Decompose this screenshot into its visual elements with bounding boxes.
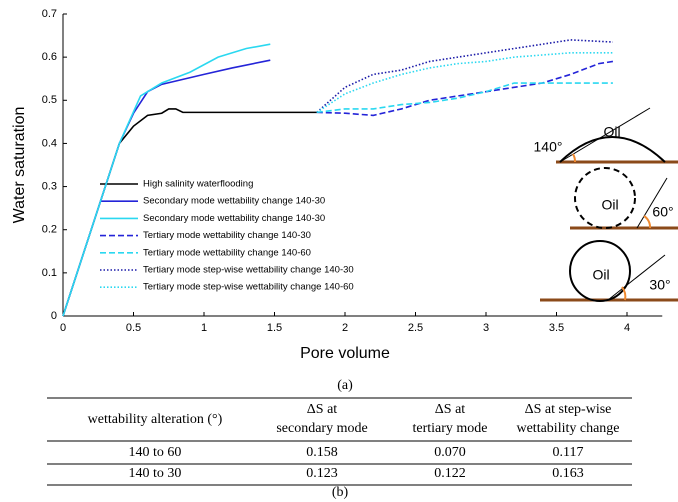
x-tick-label: 3.5 — [549, 322, 564, 334]
table-header: ΔS at — [435, 402, 466, 417]
angle-arc — [572, 153, 576, 163]
legend-label: Secondary mode wettability change 140-30 — [143, 196, 325, 207]
table-cell: 0.122 — [434, 466, 466, 481]
y-axis-label: Water saturation — [11, 107, 28, 224]
table-header: ΔS at — [307, 402, 338, 417]
annotation: 60° — [652, 204, 673, 220]
y-tick-label: 0.4 — [42, 137, 57, 149]
x-tick-label: 0.5 — [126, 322, 141, 334]
legend-label: Secondary mode wettability change 140-30 — [143, 213, 325, 224]
tangent — [559, 107, 651, 163]
annotation: 140° — [534, 139, 563, 155]
angle-arc — [621, 286, 627, 301]
annotation: Oil — [603, 124, 620, 140]
x-tick-label: 1 — [201, 322, 207, 334]
annotation: 30° — [649, 277, 670, 293]
table-cell: 0.158 — [306, 445, 338, 460]
table-header: tertiary mode — [412, 421, 487, 436]
data-line — [316, 39, 613, 113]
legend-label: Tertiary mode step-wise wettability chan… — [143, 265, 354, 276]
table-header: wettability change — [516, 421, 619, 436]
droplet — [574, 167, 636, 229]
y-tick-label: 0.6 — [42, 51, 57, 63]
droplet — [559, 136, 666, 163]
table-cell: 140 to 60 — [129, 445, 182, 460]
table-cell: 0.163 — [552, 466, 584, 481]
table-header: wettability alteration (°) — [88, 412, 223, 427]
table-cell: 0.117 — [553, 445, 584, 460]
tangent — [636, 177, 668, 229]
y-tick-label: 0.5 — [42, 94, 57, 106]
x-tick-label: 0 — [60, 322, 66, 334]
x-tick-label: 4 — [624, 322, 630, 334]
table-cell: 0.070 — [434, 445, 466, 460]
tangent — [607, 254, 666, 301]
table-rules — [47, 397, 632, 486]
y-tick-label: 0.7 — [42, 8, 57, 20]
y-tick-label: 0.1 — [42, 267, 57, 279]
droplet-diagrams — [540, 107, 678, 302]
data-line — [316, 60, 614, 117]
caption: (b) — [332, 485, 349, 500]
legend-label: Tertiary mode step-wise wettability chan… — [143, 282, 354, 293]
legend-label: High salinity waterflooding — [143, 179, 253, 190]
x-tick-label: 2.5 — [408, 322, 423, 334]
table-header: secondary mode — [276, 421, 367, 436]
x-tick-label: 3 — [483, 322, 489, 334]
table-cell: 140 to 30 — [129, 466, 182, 481]
legend-label: Tertiary mode wettability change 140-30 — [143, 230, 311, 241]
droplet — [569, 240, 631, 302]
x-tick-label: 1.5 — [267, 322, 282, 334]
table-header: ΔS at step-wise — [525, 402, 612, 417]
data-line — [316, 52, 613, 114]
y-tick-label: 0 — [51, 310, 57, 322]
table-cell: 0.123 — [306, 466, 338, 481]
caption: (a) — [337, 378, 353, 393]
x-axis-label: Pore volume — [300, 345, 390, 362]
x-tick-label: 2 — [342, 322, 348, 334]
annotation: Oil — [601, 197, 618, 213]
y-tick-label: 0.3 — [42, 180, 57, 192]
annotation: Oil — [592, 267, 609, 283]
y-tick-label: 0.2 — [42, 224, 57, 236]
legend-label: Tertiary mode wettability change 140-60 — [143, 247, 311, 258]
data-line — [62, 43, 271, 317]
angle-arc — [643, 215, 652, 229]
data-line — [316, 82, 613, 114]
